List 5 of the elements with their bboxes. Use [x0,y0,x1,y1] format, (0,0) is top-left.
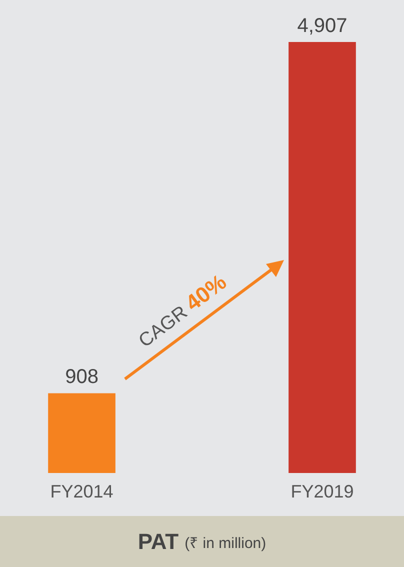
x-tick-label: FY2019 [290,482,354,502]
data-label: 4,907 [297,15,348,37]
x-tick-label: FY2014 [50,482,114,502]
text: PAT (₹ in million) [138,528,266,554]
data-label: 908 [65,366,98,388]
